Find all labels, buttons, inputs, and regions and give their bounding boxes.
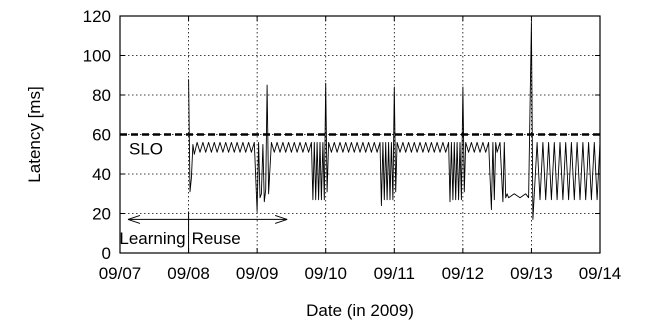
x-tick-label: 09/08 — [167, 264, 210, 283]
x-tick-label: 09/11 — [374, 264, 415, 283]
phase-annotation: Learning Reuse — [119, 211, 288, 253]
slo-group: SLO — [120, 133, 600, 159]
x-axis-title: Date (in 2009) — [306, 301, 414, 320]
y-tick-label: 100 — [83, 47, 111, 66]
x-tick-label: 09/14 — [579, 264, 622, 283]
reuse-arrow-head — [274, 214, 288, 224]
y-axis-title: Latency [ms] — [25, 86, 44, 182]
learning-label: Learning — [119, 229, 185, 248]
y-tick-label: 20 — [92, 205, 111, 224]
x-tick-labels: 09/07 09/08 09/09 09/10 09/11 09/12 09/13 09/14 — [99, 264, 622, 283]
y-tick-label: 40 — [92, 165, 111, 184]
reuse-label: Reuse — [192, 229, 241, 248]
latency-series-line — [188, 21, 601, 220]
x-tick-label: 09/07 — [99, 264, 142, 283]
y-tick-label: 0 — [102, 244, 111, 263]
learning-arrow-head — [127, 214, 141, 224]
slo-label: SLO — [129, 140, 163, 159]
plot-frame — [119, 15, 601, 254]
y-tick-labels: 0 20 40 60 80 100 120 — [83, 7, 111, 263]
series-group — [188, 21, 601, 220]
x-tick-label: 09/09 — [236, 264, 279, 283]
x-tick-label: 09/10 — [304, 264, 347, 283]
x-tick-label: 09/12 — [442, 264, 485, 283]
x-tick-label: 09/13 — [510, 264, 553, 283]
y-tick-label: 60 — [92, 126, 111, 145]
y-tick-label: 120 — [83, 7, 111, 26]
y-tick-label: 80 — [92, 86, 111, 105]
